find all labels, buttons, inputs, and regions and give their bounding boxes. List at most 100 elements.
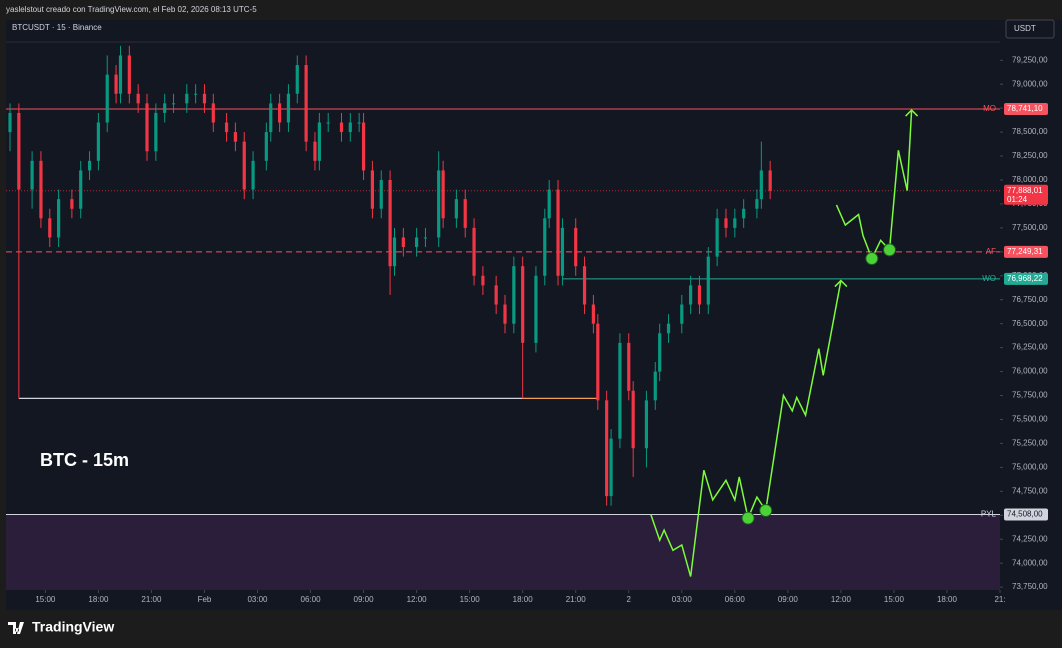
y-tick-label: 74,750,00: [1012, 486, 1048, 495]
currency-box: [1005, 19, 1055, 39]
x-tick-label: 15:00: [35, 595, 56, 604]
candle-body: [415, 237, 419, 248]
y-tick-label: 79,000,00: [1012, 79, 1048, 88]
candle-body: [423, 237, 428, 239]
candle-body: [534, 275, 538, 343]
candle-body: [348, 122, 352, 133]
candle-body: [8, 112, 12, 133]
candle-body: [357, 122, 361, 124]
candle-body: [759, 170, 763, 200]
candle-body: [582, 266, 587, 305]
price-tag: [1004, 272, 1048, 285]
candle-body: [145, 103, 149, 152]
y-tick-label: 74,250,00: [1012, 534, 1048, 543]
candle-body: [392, 237, 397, 267]
candle-body: [361, 122, 366, 171]
y-tick-label: 78,000,00: [1012, 175, 1048, 184]
candle-body: [742, 208, 746, 219]
x-tick-label: 12:00: [407, 595, 428, 604]
x-tick-label: 15:00: [884, 595, 905, 604]
y-tick-label: 74,000,00: [1012, 558, 1048, 567]
candle-body: [463, 199, 467, 228]
candle-body: [70, 199, 74, 209]
x-tick-label: 21:00: [141, 595, 162, 604]
y-tick-label: 76,250,00: [1012, 343, 1048, 352]
candle-body: [768, 170, 772, 191]
price-line-name: AF: [986, 247, 996, 256]
x-tick-label: 12:00: [831, 595, 852, 604]
countdown: 01:24: [1007, 195, 1028, 204]
price-tag-label: 78,741,10: [1007, 104, 1043, 113]
candle-body: [689, 285, 693, 305]
candle-body: [560, 227, 565, 276]
price-tag: [1004, 508, 1048, 521]
candle-body: [39, 160, 43, 219]
candle-body: [87, 160, 92, 171]
candle-body: [105, 74, 109, 123]
candle-body: [48, 218, 52, 238]
price-line-name: PYL: [981, 510, 997, 519]
plot-area: [6, 20, 1000, 590]
x-tick-label: 06:00: [301, 595, 322, 604]
candle-body: [304, 65, 308, 142]
price-tag-label: 77,249,31: [1007, 247, 1043, 256]
marker: [865, 252, 879, 266]
candle-body: [251, 160, 255, 190]
candle-body: [401, 237, 405, 248]
annotation: BTC - 15m: [40, 450, 129, 470]
candle-body: [591, 304, 595, 324]
y-tick-label: 76,750,00: [1012, 295, 1048, 304]
candle-body: [17, 112, 21, 190]
candle-body: [666, 323, 671, 334]
projection-line: [650, 280, 842, 577]
x-tick-label: 09:00: [354, 595, 375, 604]
time-axis: [6, 590, 1000, 610]
y-tick-label: 73,750,00: [1012, 582, 1048, 591]
candle-body: [194, 93, 198, 95]
candle-body: [627, 342, 631, 391]
candle-body: [596, 323, 600, 401]
x-tick-label: 09:00: [778, 595, 799, 604]
candle-body: [264, 132, 268, 161]
candle-body: [441, 170, 445, 219]
y-tick-label: 78,500,00: [1012, 127, 1048, 136]
zone: [6, 514, 1000, 590]
candle-body: [472, 227, 476, 276]
projection-arrow: [834, 279, 848, 288]
candle-body: [658, 333, 662, 372]
candle-body: [202, 93, 207, 104]
x-tick-label: 21:00: [566, 595, 587, 604]
last-price-label: 77,888,01: [1007, 186, 1043, 195]
x-tick-label: 18:00: [937, 595, 958, 604]
candle-body: [653, 371, 657, 401]
candle-body: [154, 112, 158, 152]
x-tick-label: 18:00: [513, 595, 534, 604]
footer-logo: TradingView: [32, 619, 114, 635]
candle-body: [286, 93, 291, 123]
candle-body: [512, 266, 516, 324]
candle-body: [269, 103, 273, 133]
candle-body: [339, 122, 344, 133]
candle-body: [437, 170, 441, 238]
candle-body: [547, 189, 551, 219]
price-tag: [1004, 245, 1048, 258]
candle-body: [543, 218, 547, 276]
price-tag: [1004, 102, 1048, 115]
x-tick-label: Feb: [198, 595, 212, 604]
y-tick-label: 78,250,00: [1012, 151, 1048, 160]
candle-body: [755, 199, 759, 209]
candle-body: [724, 218, 728, 228]
header: yaslelstout creado con TradingView.com, …: [6, 5, 257, 14]
y-tick-label: 76,000,00: [1012, 367, 1048, 376]
y-tick-label: 75,500,00: [1012, 415, 1048, 424]
x-tick-label: 03:00: [247, 595, 268, 604]
candle-body: [618, 342, 622, 439]
candle-body: [631, 390, 635, 449]
y-tick-label: 77,500,00: [1012, 223, 1048, 232]
candle-body: [313, 141, 317, 161]
last-price-tag: [1004, 184, 1048, 205]
price-line-name: MO: [983, 104, 996, 113]
candle-body: [605, 400, 609, 497]
chart-title: BTCUSDT · 15 · Binance: [12, 23, 102, 32]
